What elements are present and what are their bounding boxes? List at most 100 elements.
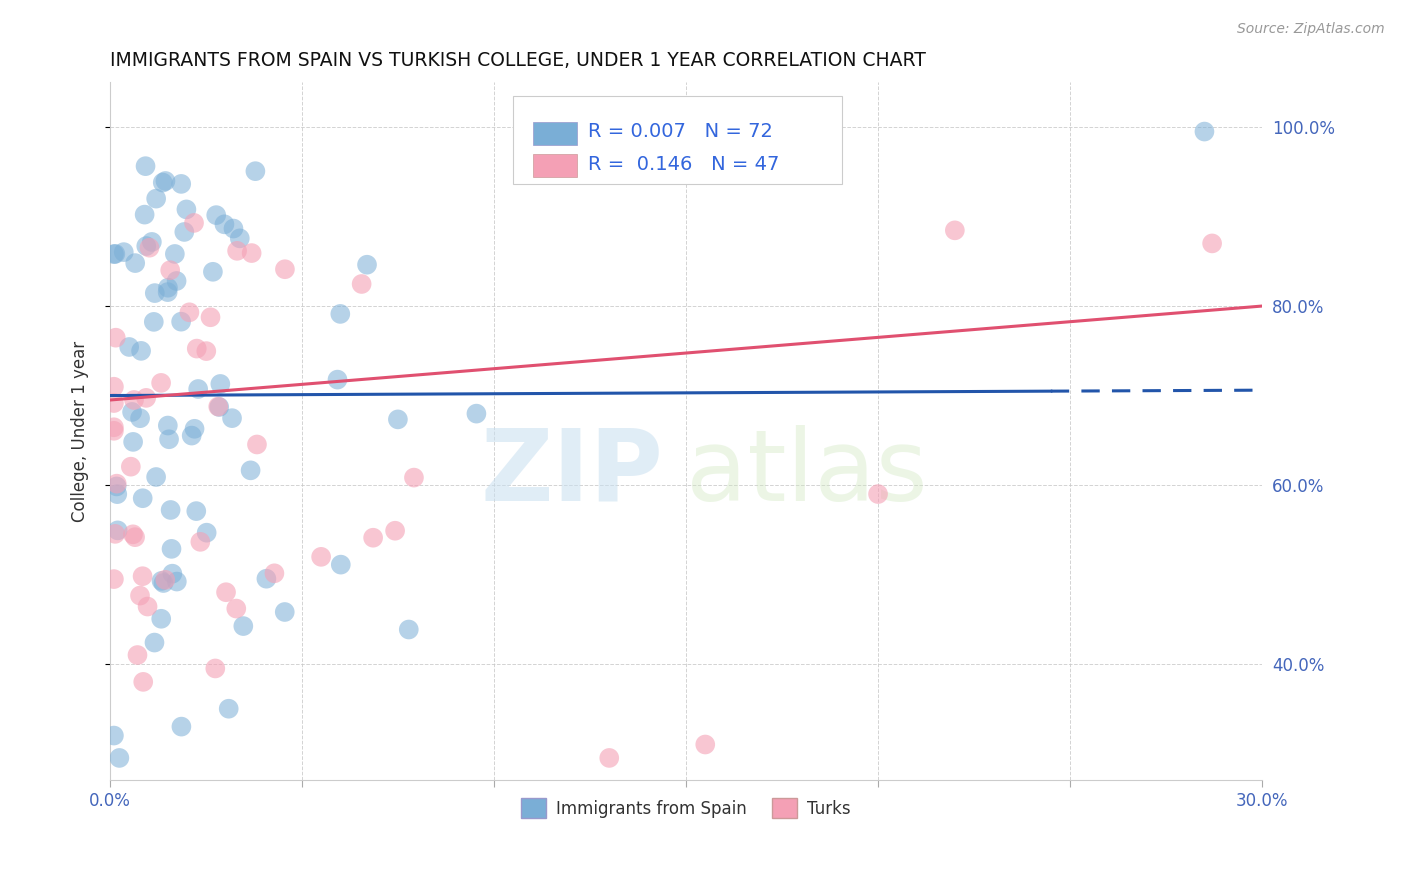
Point (152, 176, 174, 190)
Point (221, 411, 243, 425)
Point (105, 479, 128, 493)
Text: Source: ZipAtlas.com: Source: ZipAtlas.com (1237, 22, 1385, 37)
Point (112, 245, 135, 260)
Point (118, 340, 141, 354)
Point (150, 574, 173, 588)
Point (186, 504, 208, 518)
Point (186, 342, 208, 356)
Point (103, 424, 125, 438)
Point (160, 541, 183, 556)
Point (152, 576, 174, 591)
Point (387, 412, 409, 426)
Point (105, 487, 128, 501)
Point (254, 572, 277, 586)
Point (356, 258, 378, 272)
Text: atlas: atlas (686, 425, 928, 522)
Point (104, 331, 127, 345)
Point (402, 470, 425, 484)
Point (204, 661, 226, 675)
Point (103, 729, 125, 743)
Point (465, 407, 488, 421)
Point (143, 635, 166, 649)
Point (222, 221, 245, 235)
Point (274, 262, 297, 277)
Point (208, 400, 231, 414)
Point (225, 601, 247, 615)
Point (143, 286, 166, 301)
Point (122, 434, 145, 449)
Text: ZIP: ZIP (479, 425, 664, 522)
Point (156, 281, 179, 295)
Point (103, 247, 125, 261)
Point (943, 223, 966, 237)
Point (150, 612, 173, 626)
Point (122, 392, 145, 407)
Point (329, 558, 352, 572)
Point (752, 124, 775, 138)
Point (104, 526, 127, 541)
Point (361, 531, 384, 545)
Point (239, 463, 262, 477)
Point (135, 391, 157, 405)
Point (162, 566, 184, 581)
Point (187, 382, 209, 396)
Point (157, 432, 180, 446)
Point (129, 411, 152, 425)
Point (195, 344, 218, 359)
Point (166, 274, 188, 288)
Point (124, 256, 146, 270)
Point (232, 619, 254, 633)
Point (129, 589, 152, 603)
Point (274, 605, 297, 619)
Point (170, 315, 193, 329)
Point (135, 239, 157, 253)
Point (155, 573, 177, 587)
Point (103, 396, 125, 410)
Point (150, 376, 173, 390)
Legend: Immigrants from Spain, Turks: Immigrants from Spain, Turks (515, 792, 858, 824)
Point (134, 208, 156, 222)
Point (209, 376, 232, 391)
Point (166, 574, 188, 589)
Point (183, 422, 205, 436)
Point (159, 263, 181, 277)
Point (195, 525, 218, 540)
Text: R = 0.007   N = 72: R = 0.007 N = 72 (588, 122, 773, 142)
Point (179, 305, 201, 319)
Point (129, 343, 152, 358)
Point (214, 217, 236, 231)
Point (105, 476, 128, 491)
Point (246, 437, 269, 451)
Point (138, 241, 160, 255)
Point (131, 569, 153, 583)
Point (183, 216, 205, 230)
Point (240, 246, 263, 260)
Point (163, 247, 186, 261)
FancyBboxPatch shape (533, 122, 576, 145)
Point (121, 405, 143, 419)
Point (201, 265, 224, 279)
Point (173, 225, 195, 239)
Point (132, 674, 155, 689)
Point (107, 524, 129, 538)
Point (159, 503, 181, 517)
Point (104, 247, 127, 261)
Point (229, 231, 252, 245)
Text: R =  0.146   N = 47: R = 0.146 N = 47 (588, 154, 779, 174)
Point (245, 164, 267, 178)
Point (145, 192, 167, 206)
Point (695, 738, 717, 752)
Point (145, 470, 167, 484)
Point (1194, 124, 1216, 138)
Point (156, 418, 179, 433)
Point (135, 159, 157, 173)
Point (205, 208, 228, 222)
Point (384, 524, 406, 538)
Point (103, 572, 125, 586)
Point (226, 244, 249, 258)
Point (136, 599, 159, 614)
Point (398, 623, 420, 637)
Point (156, 285, 179, 299)
Point (124, 530, 146, 544)
Point (131, 491, 153, 506)
